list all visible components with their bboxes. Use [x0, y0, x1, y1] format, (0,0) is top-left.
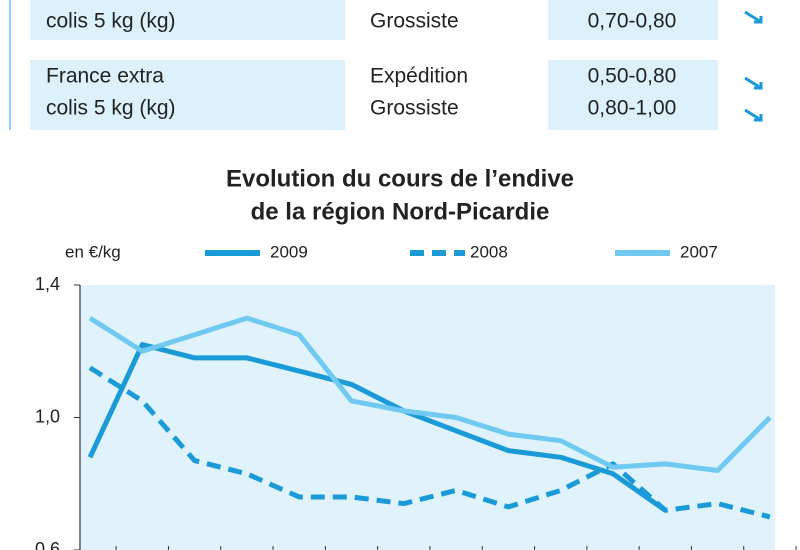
cell-bg [548, 0, 718, 40]
table-cell: Expédition [370, 65, 468, 88]
cell-bg [548, 60, 718, 130]
chart: 0,6 1,0 1,4 2009 2008 2007 [35, 242, 797, 550]
table-cell: 0,70-0,80 [588, 10, 677, 33]
series-line [87, 342, 667, 513]
y-tick-label: 1,0 [35, 406, 60, 426]
table-cell: Grossiste [370, 10, 459, 33]
cell-bg [30, 0, 345, 40]
cell-bg [30, 60, 345, 130]
arrow-icon [744, 10, 763, 24]
y-tick-label: 0,6 [35, 539, 60, 550]
trend-arrows [744, 10, 763, 122]
series-line [88, 315, 772, 473]
table-cell: colis 5 kg (kg) [46, 10, 176, 33]
table-cell: 0,50-0,80 [588, 65, 677, 88]
legend-label: 2009 [270, 242, 308, 261]
table-cell: colis 5 kg (kg) [46, 97, 176, 120]
y-axis-label: en €/kg [65, 242, 121, 261]
y-tick-label: 1,4 [35, 274, 60, 294]
table-cell: France extra [46, 65, 164, 88]
arrow-icon [744, 76, 763, 90]
table-cell: 0,80-1,00 [588, 97, 677, 120]
legend-label: 2008 [470, 242, 508, 261]
series-line [88, 365, 771, 520]
chart-title: Evolution du cours de l’endive [226, 165, 574, 192]
legend-label: 2007 [680, 242, 718, 261]
arrow-icon [744, 108, 763, 122]
table: colis 5 kg (kg) Grossiste 0,70-0,80 France … [46, 10, 676, 120]
chart-title: de la région Nord-Picardie [251, 198, 550, 225]
table-cell: Grossiste [370, 97, 459, 120]
